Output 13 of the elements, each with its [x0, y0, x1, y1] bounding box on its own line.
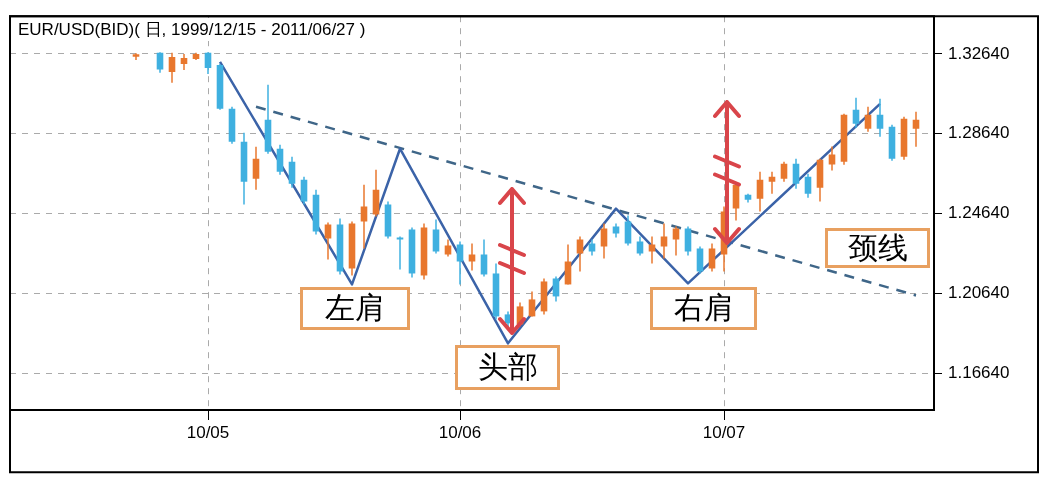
y-tick-label: 1.32640 [948, 43, 1010, 63]
y-tick-label: 1.20640 [948, 283, 1010, 303]
annotation: 左肩 [300, 287, 410, 330]
y-tick-label: 1.16640 [948, 362, 1010, 382]
annotation: 颈线 [825, 228, 930, 268]
chart-title: EUR/USD(BID)( 日, 1999/12/15 - 2011/06/27 ) [16, 18, 368, 41]
x-tick-label: 10/05 [186, 422, 230, 442]
x-tick-label: 10/06 [438, 422, 482, 442]
annotation: 头部 [455, 345, 560, 390]
y-tick-label: 1.24640 [948, 203, 1010, 223]
y-tick-label: 1.28640 [948, 123, 1010, 143]
x-tick-label: 10/07 [702, 422, 746, 442]
annotation: 右肩 [650, 287, 757, 330]
